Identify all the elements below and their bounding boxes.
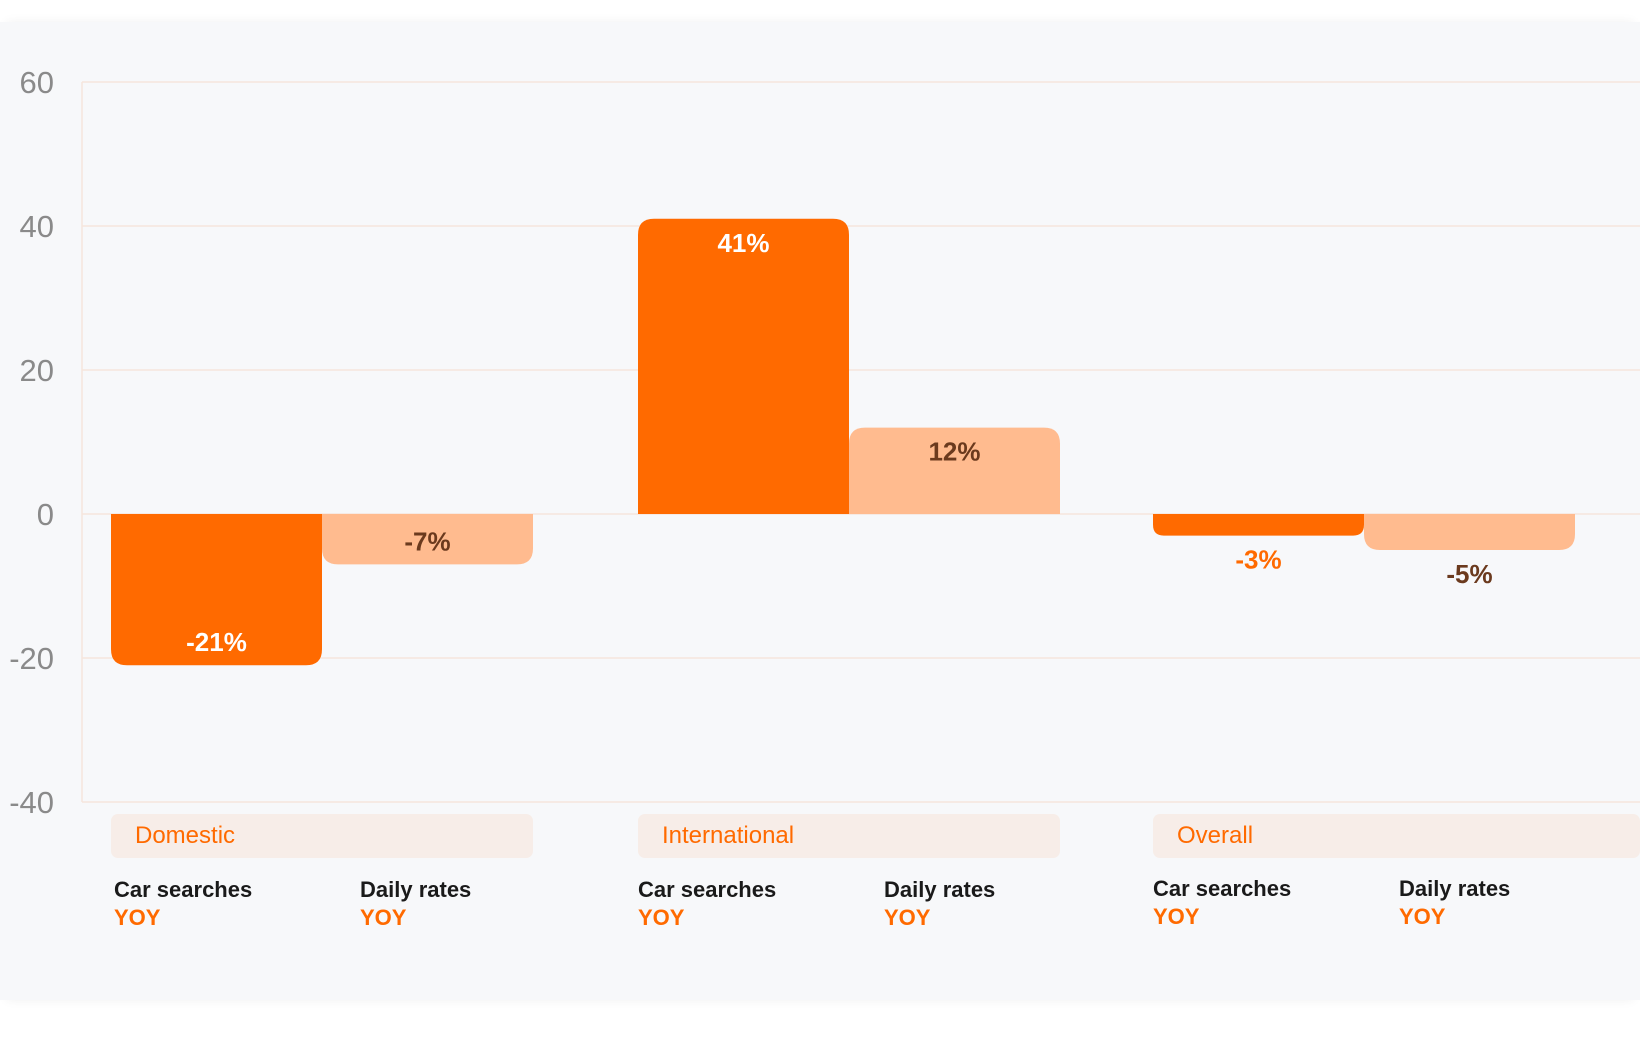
- y-tick-label: 0: [37, 497, 54, 532]
- y-tick-label: -40: [9, 785, 54, 820]
- metric-label: Daily rates: [360, 877, 472, 902]
- metric-label: Daily rates: [884, 877, 996, 902]
- bar-value-label: -5%: [1446, 559, 1492, 589]
- period-label: YOY: [114, 905, 161, 930]
- bar-daily-rates: [322, 514, 533, 565]
- period-label: YOY: [638, 905, 685, 930]
- period-label: YOY: [1153, 904, 1200, 929]
- period-label: YOY: [884, 905, 931, 930]
- period-label: YOY: [360, 905, 407, 930]
- bar-daily-rates: [1364, 514, 1575, 550]
- sub-label-overall-car-searches: Car searches YOY: [1153, 875, 1291, 931]
- bar-daily-rates: [849, 427, 1060, 514]
- bar-car-searches: [1153, 514, 1364, 536]
- y-tick-label: -20: [9, 641, 54, 676]
- y-tick-label: 20: [20, 353, 54, 388]
- sub-label-overall-daily-rates: Daily rates YOY: [1399, 875, 1510, 931]
- bar-value-label: -3%: [1235, 545, 1281, 575]
- metric-label: Daily rates: [1399, 876, 1511, 901]
- bar-value-label: 12%: [928, 437, 980, 467]
- bar-value-label: -21%: [186, 627, 247, 657]
- metric-label: Car searches: [1153, 876, 1292, 901]
- bar-car-searches: [638, 218, 849, 515]
- group-label-overall: Overall: [1153, 814, 1640, 858]
- sub-label-international-car-searches: Car searches YOY: [638, 876, 776, 932]
- sub-label-domestic-daily-rates: Daily rates YOY: [360, 876, 471, 932]
- bar-car-searches: [111, 514, 322, 666]
- y-tick-label: 60: [20, 65, 54, 100]
- y-tick-label: 40: [20, 209, 54, 244]
- group-label-domestic: Domestic: [111, 814, 533, 858]
- metric-label: Car searches: [638, 877, 777, 902]
- sub-label-international-daily-rates: Daily rates YOY: [884, 876, 995, 932]
- sub-label-domestic-car-searches: Car searches YOY: [114, 876, 252, 932]
- group-label-international: International: [638, 814, 1060, 858]
- bar-value-label: 41%: [717, 228, 769, 258]
- metric-label: Car searches: [114, 877, 253, 902]
- bar-value-label: -7%: [404, 526, 450, 556]
- period-label: YOY: [1399, 904, 1446, 929]
